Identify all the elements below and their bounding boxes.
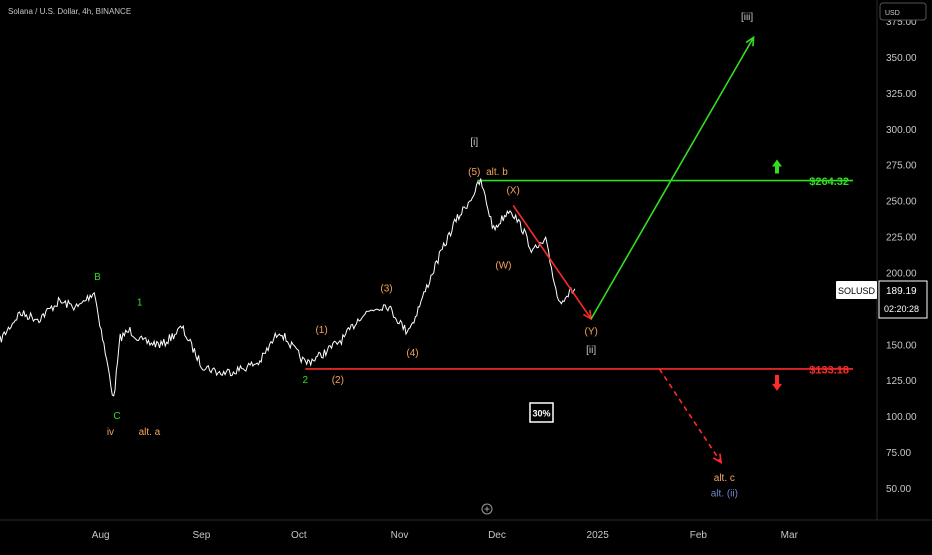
currency-button[interactable] [879, 2, 927, 21]
ticker-symbol: SOLUSD [838, 286, 876, 296]
projection-layer [512, 35, 755, 465]
ticker-symbol-box [836, 281, 877, 299]
y-tick-label: 350.00 [886, 53, 917, 64]
projection-line [512, 204, 592, 320]
wave-label: 2 [303, 375, 309, 386]
projection-arrowhead [712, 453, 723, 465]
wave-label: [ii] [586, 345, 596, 356]
x-tick-label: Sep [192, 530, 210, 541]
wave-label: (5) [468, 167, 480, 178]
wave-labels: B 1 Civ alt. a (1) 2 (2) (3) (4) [i] (5) alt. b (X) (… [94, 12, 753, 500]
x-tick-label: Aug [92, 530, 110, 541]
level-label: $264.32 [809, 176, 849, 188]
x-tick-label: Oct [291, 530, 307, 541]
y-tick-label: 300.00 [886, 125, 917, 136]
projection-line [590, 36, 755, 320]
wave-label: (3) [380, 283, 392, 294]
y-tick-label: 275.00 [886, 161, 917, 172]
wave-label: alt. b [486, 167, 508, 178]
price-levels: $264.32 $133.18 [305, 159, 853, 391]
plus-circle-icon[interactable] [481, 503, 493, 515]
wave-label: (4) [406, 348, 418, 359]
wave-label: (2) [332, 375, 344, 386]
y-tick-label: 325.00 [886, 89, 917, 100]
probability-badge [529, 402, 554, 423]
wave-label: (1) [315, 325, 327, 336]
x-tick-label: Nov [391, 530, 409, 541]
wave-label: alt. c [714, 473, 735, 484]
wave-label: iv [107, 427, 114, 438]
y-tick-label: 50.00 [886, 484, 911, 495]
ticker-price-box [878, 280, 928, 319]
currency-label: USD [885, 10, 900, 17]
time-axis[interactable]: Aug Sep Oct Nov Dec 2025 Feb Mar [92, 530, 799, 541]
x-tick-label: Feb [690, 530, 708, 541]
price-line [0, 178, 576, 397]
projection-arrowhead [745, 35, 755, 47]
wave-label: alt. (ii) [711, 489, 738, 500]
y-tick-label: 75.00 [886, 448, 911, 459]
wave-label: (X) [507, 186, 520, 197]
x-tick-label: Dec [488, 530, 506, 541]
arrow-down-icon [772, 374, 782, 391]
wave-label: B [94, 272, 101, 283]
chart-title: Solana / U.S. Dollar, 4h, BINANCE [8, 7, 131, 16]
price-series-layer [0, 178, 576, 397]
ticker-price: 189.19 [886, 286, 917, 297]
y-tick-label: 225.00 [886, 233, 917, 244]
wave-label: 1 [137, 298, 143, 309]
x-tick-label: 2025 [587, 530, 610, 541]
wave-label: (Y) [584, 326, 597, 337]
y-tick-label: 200.00 [886, 268, 917, 279]
probability-value: 30% [532, 409, 550, 419]
wave-label: [iii] [741, 12, 753, 23]
level-label: $133.18 [809, 364, 849, 376]
y-tick-label: 100.00 [886, 412, 917, 423]
wave-label: alt. a [139, 427, 161, 438]
wave-label: (W) [495, 260, 511, 271]
arrow-down-shape [772, 374, 782, 391]
y-tick-label: 375.00 [886, 17, 917, 28]
y-tick-label: 125.00 [886, 376, 917, 387]
wave-label: C [113, 411, 120, 422]
y-tick-label: 250.00 [886, 197, 917, 208]
x-tick-label: Mar [781, 530, 799, 541]
ticker-countdown: 02:20:28 [884, 304, 919, 314]
arrow-up-icon [772, 159, 782, 174]
projection-line [658, 368, 722, 463]
wave-label: [i] [470, 137, 478, 148]
y-tick-label: 150.00 [886, 340, 917, 351]
arrow-up-shape [772, 159, 782, 174]
